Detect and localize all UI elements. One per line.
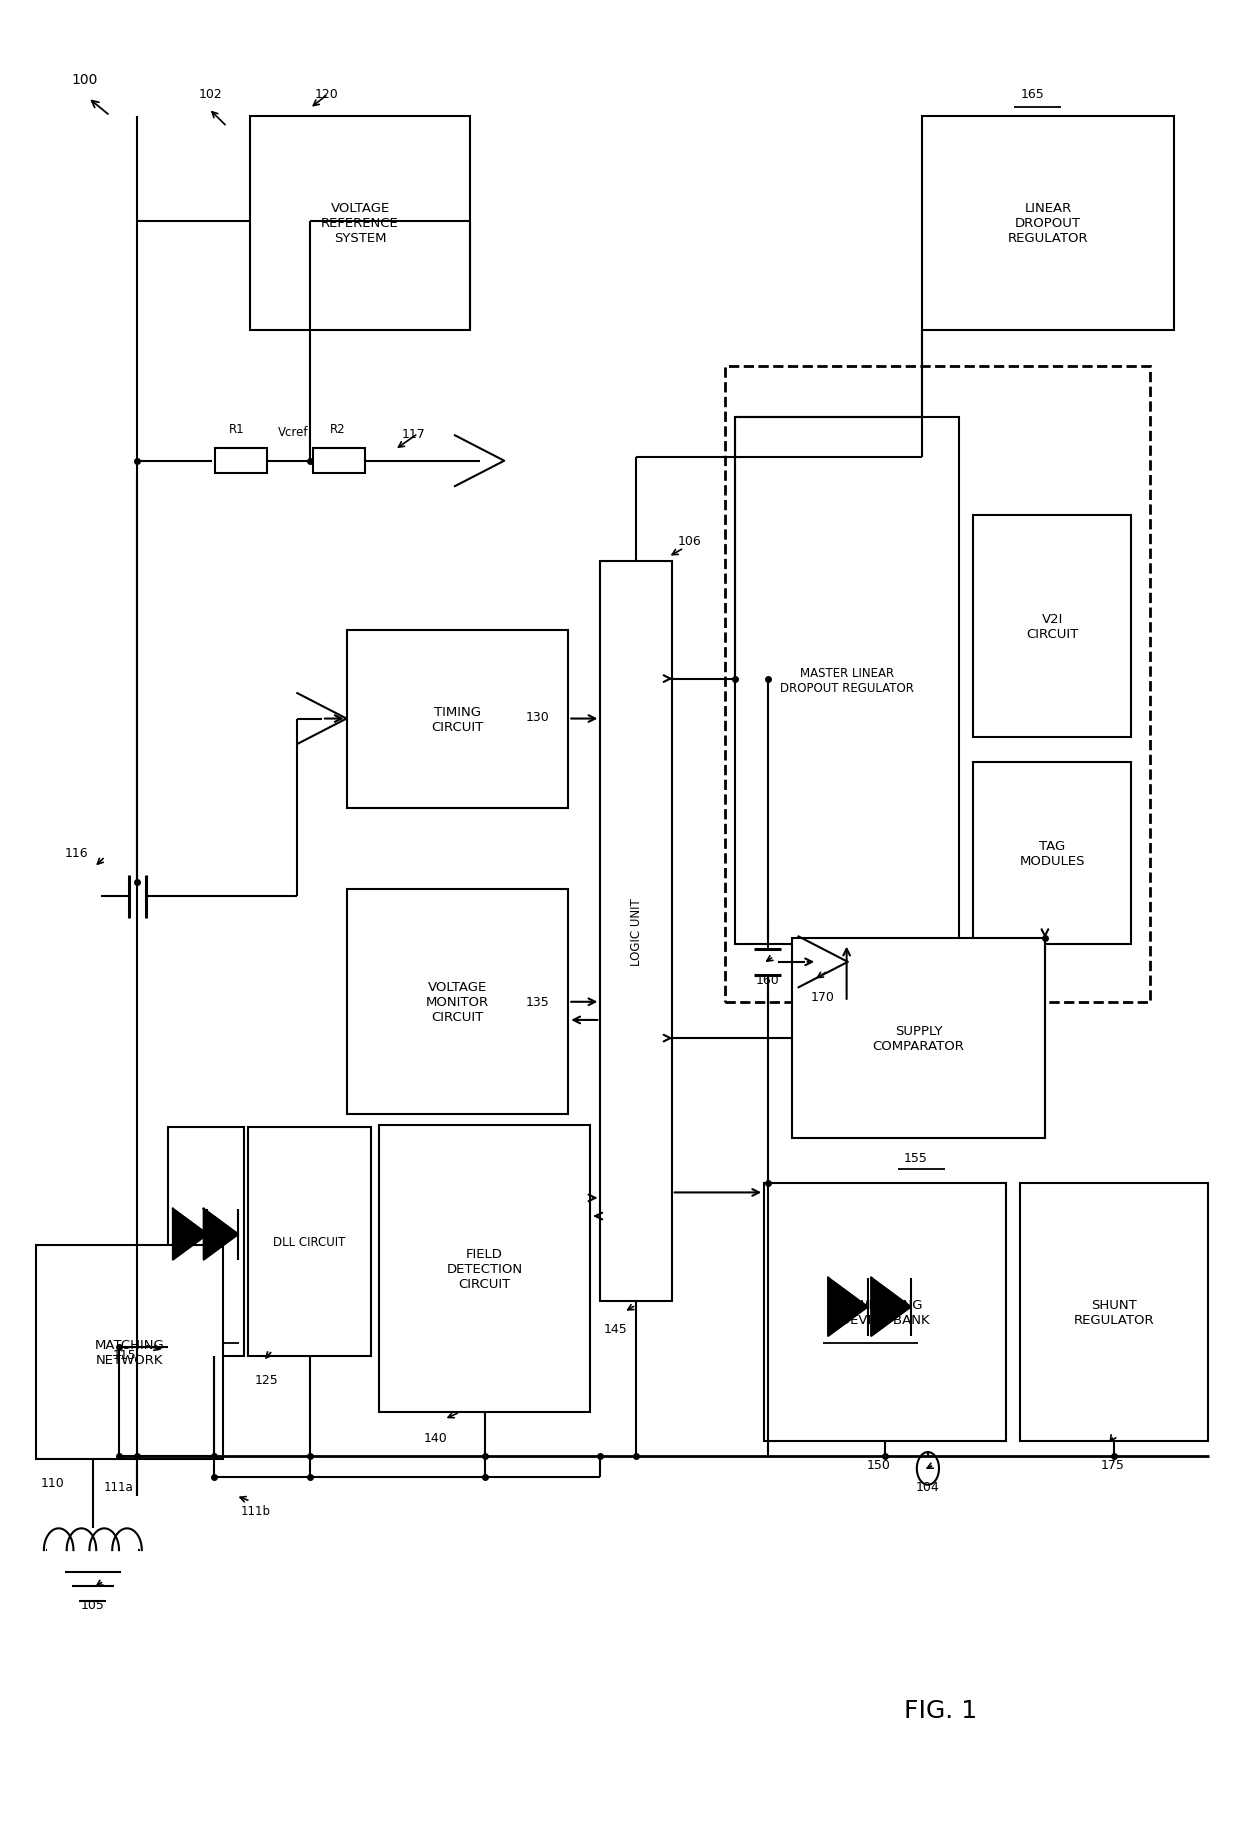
Bar — [167, 1127, 244, 1356]
Text: 125: 125 — [254, 1373, 278, 1385]
Text: SWITCHING
DEVICE BANK: SWITCHING DEVICE BANK — [839, 1298, 930, 1327]
Text: FIG. 1: FIG. 1 — [904, 1697, 977, 1723]
Polygon shape — [203, 1209, 238, 1260]
Text: MATCHING
NETWORK: MATCHING NETWORK — [95, 1338, 165, 1367]
Text: 116: 116 — [64, 848, 88, 860]
Text: 106: 106 — [678, 534, 702, 547]
Bar — [378, 1125, 590, 1413]
Text: VOLTAGE
REFERENCE
SYSTEM: VOLTAGE REFERENCE SYSTEM — [321, 202, 399, 246]
Text: 135: 135 — [526, 995, 549, 1008]
Text: DLL CIRCUIT: DLL CIRCUIT — [274, 1236, 346, 1249]
Bar — [973, 762, 1131, 944]
Bar — [346, 631, 568, 808]
Text: 170: 170 — [811, 990, 835, 1003]
Text: 165: 165 — [1021, 88, 1044, 102]
Text: 115: 115 — [113, 1347, 136, 1360]
Text: V2I
CIRCUIT: V2I CIRCUIT — [1027, 613, 1079, 640]
Bar — [250, 117, 470, 330]
Text: 104: 104 — [916, 1480, 940, 1493]
Bar — [314, 448, 365, 474]
Text: FIELD
DETECTION
CIRCUIT: FIELD DETECTION CIRCUIT — [446, 1247, 522, 1291]
Bar — [724, 366, 1149, 1003]
Text: TIMING
CIRCUIT: TIMING CIRCUIT — [432, 706, 484, 733]
Text: 102: 102 — [198, 88, 222, 102]
Polygon shape — [172, 1209, 207, 1260]
Text: 130: 130 — [526, 711, 549, 724]
Bar — [792, 939, 1045, 1138]
Text: LINEAR
DROPOUT
REGULATOR: LINEAR DROPOUT REGULATOR — [1008, 202, 1089, 246]
Bar — [764, 1183, 1006, 1442]
Text: 160: 160 — [755, 973, 779, 986]
Text: 150: 150 — [867, 1458, 890, 1471]
Text: 110: 110 — [41, 1477, 64, 1489]
Bar — [36, 1245, 223, 1460]
Text: Vcref: Vcref — [278, 427, 308, 439]
Text: 175: 175 — [1101, 1458, 1125, 1471]
Text: 155: 155 — [904, 1152, 928, 1165]
Text: 105: 105 — [81, 1599, 105, 1612]
Text: 100: 100 — [72, 73, 98, 88]
Bar — [921, 117, 1174, 330]
Text: MASTER LINEAR
DROPOUT REGULATOR: MASTER LINEAR DROPOUT REGULATOR — [780, 667, 914, 695]
Bar — [973, 516, 1131, 736]
Bar — [248, 1127, 371, 1356]
Bar — [734, 417, 959, 944]
Text: SHUNT
REGULATOR: SHUNT REGULATOR — [1074, 1298, 1154, 1327]
Text: LOGIC UNIT: LOGIC UNIT — [630, 897, 642, 966]
Bar — [1021, 1183, 1208, 1442]
Text: VOLTAGE
MONITOR
CIRCUIT: VOLTAGE MONITOR CIRCUIT — [425, 981, 489, 1025]
Text: SUPPLY
COMPARATOR: SUPPLY COMPARATOR — [873, 1025, 965, 1052]
Text: 111a: 111a — [104, 1480, 134, 1493]
Bar — [215, 448, 267, 474]
Bar — [346, 890, 568, 1114]
Text: R1: R1 — [229, 423, 244, 436]
Text: 145: 145 — [603, 1322, 627, 1336]
Text: TAG
MODULES: TAG MODULES — [1019, 839, 1085, 868]
Text: 140: 140 — [423, 1431, 448, 1444]
Text: 120: 120 — [315, 88, 339, 102]
Text: 111b: 111b — [241, 1504, 270, 1517]
Bar — [600, 561, 672, 1302]
Polygon shape — [872, 1278, 910, 1336]
Text: R2: R2 — [330, 423, 346, 436]
Text: 117: 117 — [402, 428, 425, 441]
Polygon shape — [828, 1278, 868, 1336]
